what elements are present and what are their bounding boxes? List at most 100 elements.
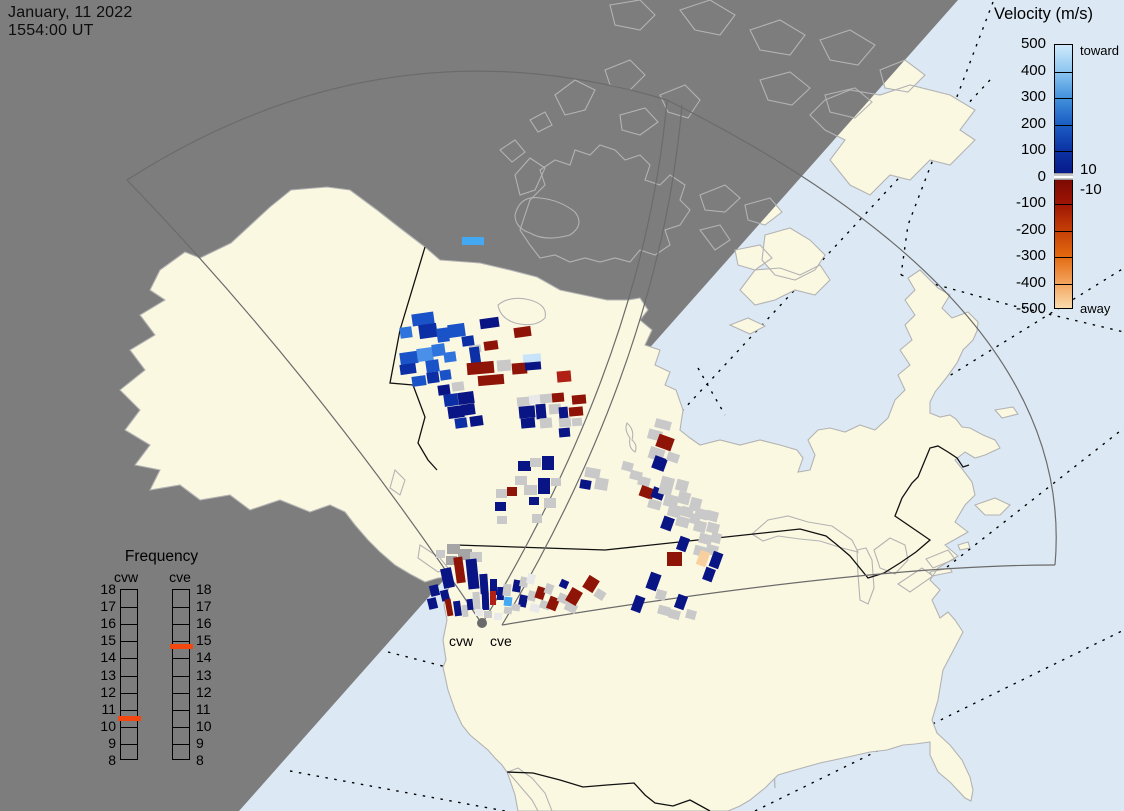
- velocity-cell: [436, 550, 445, 558]
- velocity-cell: [457, 390, 475, 406]
- velocity-tick-label: 200: [1020, 114, 1046, 132]
- velocity-cell: [535, 403, 547, 420]
- velocity-cell: [513, 325, 532, 339]
- velocity-tick-label: -200: [1015, 220, 1046, 238]
- velocity-cell: [544, 498, 556, 508]
- velocity-cell: [466, 598, 474, 611]
- velocity-cell: [444, 598, 454, 617]
- velocity-cell: [493, 612, 503, 621]
- velocity-tick-label: -300: [1015, 247, 1046, 264]
- frequency-tick-label-left: 13: [100, 666, 116, 683]
- velocity-cell: [705, 521, 721, 535]
- frequency-tick-label-right: 18: [196, 581, 212, 597]
- velocity-cell: [685, 608, 697, 621]
- velocity-cell: [529, 497, 539, 505]
- frequency-tick-line: [173, 658, 189, 660]
- velocity-cell: [558, 417, 572, 428]
- velocity-cell: [637, 475, 651, 488]
- velocity-cell: [519, 576, 529, 588]
- frequency-column-label-cve: cve: [169, 569, 191, 585]
- threshold-lower-label: -10: [1080, 181, 1102, 198]
- velocity-cell: [697, 532, 714, 546]
- velocity-cell: [593, 588, 607, 601]
- velocity-cell: [584, 466, 601, 480]
- frequency-tick-label-right: 13: [196, 666, 212, 683]
- velocity-cell: [483, 340, 499, 351]
- frequency-tick-label-left: 14: [100, 649, 116, 666]
- frequency-tick-line: [121, 709, 137, 711]
- velocity-cell: [431, 343, 446, 357]
- velocity-cell: [517, 594, 529, 608]
- frequency-tick-line: [173, 726, 189, 728]
- velocity-cell: [563, 600, 579, 615]
- velocity-cell: [551, 478, 561, 486]
- frequency-tick-line: [173, 624, 189, 626]
- velocity-cell: [466, 360, 495, 376]
- velocity-cell: [453, 556, 466, 584]
- velocity-cell: [673, 593, 689, 611]
- velocity-cell: [524, 361, 542, 371]
- velocity-cell: [472, 591, 481, 611]
- velocity-cells-layer: [399, 237, 724, 621]
- away-label: away: [1080, 301, 1111, 316]
- velocity-cell: [507, 487, 517, 496]
- frequency-tick-label-left: 18: [100, 581, 116, 597]
- frequency-tick-label-right: 10: [196, 717, 212, 734]
- velocity-zero-line: [1054, 175, 1073, 178]
- frequency-tick-label-left: 9: [108, 734, 116, 751]
- velocity-cell: [452, 600, 463, 617]
- frequency-tick-line: [173, 709, 189, 711]
- velocity-cell: [425, 359, 440, 373]
- velocity-cell: [461, 403, 476, 416]
- velocity-cell: [674, 515, 691, 529]
- frequency-tick-line: [173, 675, 189, 677]
- frequency-tick-line: [173, 743, 189, 745]
- velocity-cell: [512, 579, 522, 593]
- velocity-cell: [708, 550, 724, 570]
- velocity-cell: [502, 583, 512, 597]
- velocity-cell: [657, 604, 671, 617]
- velocity-cell: [666, 503, 683, 519]
- velocity-cell: [461, 604, 469, 618]
- frequency-tick-label-right: 14: [196, 649, 212, 666]
- velocity-cell: [668, 608, 681, 621]
- velocity-cell: [515, 476, 527, 485]
- velocity-cell: [645, 571, 662, 592]
- velocity-cell: [674, 478, 690, 493]
- velocity-cell: [446, 556, 457, 565]
- velocity-tick-label: 300: [1020, 88, 1046, 105]
- velocity-cell: [538, 478, 550, 494]
- velocity-cell: [621, 460, 634, 473]
- velocity-cell: [496, 586, 505, 601]
- velocity-tick-line: [1055, 283, 1072, 285]
- map-label-cvw: cvw: [449, 633, 474, 649]
- velocity-cell: [534, 585, 547, 601]
- velocity-cell: [702, 566, 716, 583]
- velocity-cell: [479, 573, 489, 595]
- velocity-cell: [565, 587, 583, 606]
- velocity-cell: [709, 531, 723, 545]
- velocity-tick-line: [1055, 124, 1072, 126]
- velocity-cell: [582, 574, 600, 594]
- frequency-tick-label-left: 15: [100, 632, 116, 649]
- velocity-cell: [548, 403, 562, 415]
- velocity-cell: [545, 595, 561, 612]
- velocity-cell: [503, 596, 513, 607]
- velocity-cell: [654, 588, 668, 602]
- velocity-cell: [539, 393, 553, 404]
- frequency-tick-line: [173, 607, 189, 609]
- velocity-cell: [526, 590, 538, 602]
- frequency-tick-line: [121, 641, 137, 643]
- velocity-tick-line: [1055, 204, 1072, 205]
- timestamp-block: January, 11 2022 1554:00 UT: [8, 4, 132, 40]
- velocity-cell: [571, 417, 583, 427]
- date-label: January, 11 2022: [8, 4, 133, 21]
- velocity-tick-label: 100: [1020, 141, 1046, 158]
- velocity-cell: [558, 578, 570, 590]
- coastlines: [119, 0, 1019, 811]
- frequency-tick-label-right: 17: [196, 598, 212, 615]
- velocity-cell: [695, 549, 711, 568]
- velocity-cell: [477, 373, 505, 387]
- velocity-legend-title: Velocity (m/s): [994, 5, 1094, 23]
- velocity-cell: [426, 371, 440, 384]
